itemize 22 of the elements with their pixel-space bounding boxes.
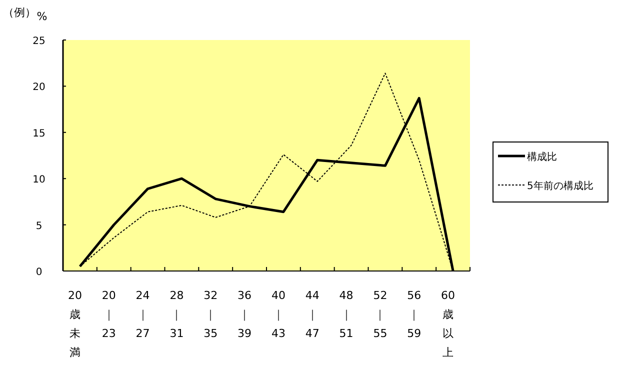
legend-label: 構成比 (527, 151, 557, 163)
y-tick-label: 0 (36, 267, 42, 278)
y-tick-label: 10 (32, 174, 46, 186)
x-tick-label: 32｜35 (204, 289, 218, 340)
x-tick-label: 24｜27 (136, 289, 150, 340)
x-tick-label: 36｜39 (238, 289, 252, 340)
x-tick-label: 20｜23 (102, 289, 116, 340)
y-axis-title: % (36, 10, 48, 23)
x-tick-label: 48｜51 (339, 289, 354, 340)
y-tick-label: 15 (32, 128, 46, 140)
x-tick-label: 20歳未満 (68, 289, 82, 359)
y-tick-label: 20 (32, 82, 46, 94)
x-tick-label: 52｜55 (373, 289, 388, 340)
x-tick-label: 56｜59 (407, 289, 422, 340)
x-tick-label: 28｜31 (170, 289, 184, 340)
chart-title: （例） (3, 6, 36, 19)
x-tick-label: 44｜47 (305, 289, 320, 340)
y-tick-label: 25 (32, 36, 46, 47)
y-tick-label: 5 (36, 220, 42, 232)
x-tick-label: 60歳以上 (441, 289, 456, 359)
legend-label: 5年前の構成比 (527, 180, 594, 192)
x-tick-label: 40｜43 (271, 289, 286, 340)
